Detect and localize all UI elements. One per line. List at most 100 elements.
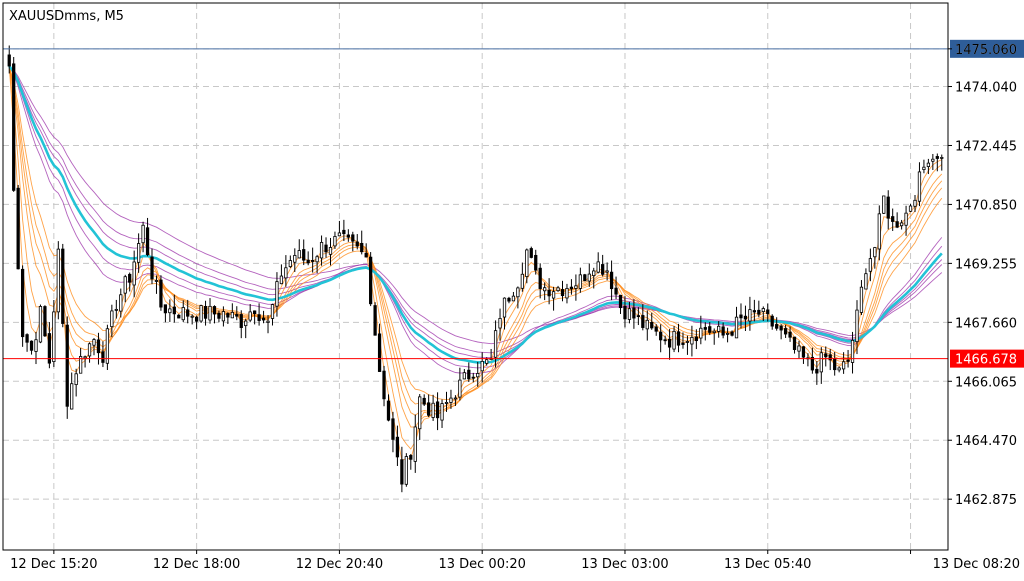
candle-body bbox=[917, 171, 922, 202]
candle-body bbox=[190, 315, 194, 318]
candle-body bbox=[328, 247, 333, 255]
candle-body bbox=[96, 339, 101, 354]
candle-body bbox=[480, 360, 484, 372]
candle-body bbox=[645, 319, 649, 330]
candle-body bbox=[195, 316, 199, 322]
candle-body bbox=[61, 248, 65, 324]
candle-body bbox=[766, 309, 770, 315]
chart-title: XAUUSDmms, M5 bbox=[9, 9, 124, 24]
candle-body bbox=[123, 276, 127, 294]
candle-body bbox=[275, 281, 279, 307]
candle-body bbox=[641, 315, 645, 328]
candle-body bbox=[873, 247, 877, 258]
candle-body bbox=[391, 418, 395, 440]
candle-body bbox=[592, 270, 596, 277]
candle-body bbox=[440, 403, 444, 421]
candle-body bbox=[302, 249, 306, 261]
candle-body bbox=[324, 244, 328, 253]
candle-body bbox=[614, 287, 618, 295]
candle-body bbox=[136, 243, 141, 263]
candle-body bbox=[725, 332, 730, 335]
candle-body bbox=[922, 166, 926, 170]
candle-body bbox=[78, 356, 83, 374]
candle-body bbox=[145, 227, 150, 256]
candle-body bbox=[270, 304, 275, 319]
candle-body bbox=[511, 295, 516, 302]
candle-body bbox=[886, 196, 890, 219]
candle-body bbox=[543, 287, 547, 292]
candle-body bbox=[212, 306, 217, 315]
candle-body bbox=[703, 327, 707, 330]
time-axis[interactable]: 12 Dec 15:20 12 Dec 18:00 12 Dec 20:40 13 D… bbox=[10, 550, 1020, 572]
candle-body bbox=[43, 306, 47, 337]
candle-body bbox=[177, 314, 181, 319]
gmma-long-line bbox=[8, 65, 943, 345]
y-tick-label: 1474.040 bbox=[955, 81, 1017, 96]
ask-price-label: 1475.060 bbox=[955, 43, 1017, 58]
candle-body bbox=[833, 358, 837, 371]
y-tick-label: 1469.255 bbox=[955, 257, 1017, 272]
x-tick-label: 12 Dec 15:20 bbox=[10, 557, 97, 572]
candle-body bbox=[685, 341, 690, 343]
candle-body bbox=[25, 334, 29, 343]
candle-body bbox=[342, 229, 346, 235]
candle-body bbox=[34, 339, 38, 352]
x-tick-label: 13 Dec 03:00 bbox=[581, 557, 668, 572]
candle-body bbox=[797, 345, 801, 352]
candle-body bbox=[65, 324, 69, 407]
y-tick-label: 1470.850 bbox=[955, 198, 1017, 213]
candle-body bbox=[382, 370, 386, 400]
candle-body bbox=[110, 310, 114, 328]
candle-body bbox=[101, 351, 105, 363]
candle-body bbox=[743, 315, 748, 320]
candle-body bbox=[534, 254, 538, 271]
indicator-lines bbox=[8, 65, 943, 462]
candle-body bbox=[667, 338, 672, 348]
candle-body bbox=[583, 274, 587, 282]
candle-body bbox=[841, 361, 846, 370]
candle-body bbox=[119, 294, 123, 312]
candle-body bbox=[279, 275, 284, 285]
candle-body bbox=[435, 401, 440, 419]
candle-body bbox=[672, 330, 676, 350]
candle-body bbox=[248, 311, 252, 321]
candle-body bbox=[560, 289, 565, 297]
candle-body bbox=[29, 340, 34, 351]
candle-body bbox=[395, 436, 400, 458]
candle-body bbox=[855, 309, 859, 343]
candle-body bbox=[257, 314, 261, 321]
y-tick-label: 1464.470 bbox=[955, 434, 1017, 449]
candle-body bbox=[587, 273, 591, 282]
candle-body bbox=[306, 259, 310, 264]
candle-body bbox=[141, 224, 145, 244]
candle-body bbox=[226, 313, 230, 318]
candle-body bbox=[779, 325, 783, 331]
candle-body bbox=[792, 336, 797, 350]
candle-body bbox=[427, 402, 431, 416]
candle-body bbox=[636, 315, 640, 317]
candle-body bbox=[757, 309, 761, 315]
candle-body bbox=[337, 232, 342, 237]
candle-body bbox=[699, 327, 703, 339]
candle-body bbox=[373, 305, 377, 336]
candle-body bbox=[377, 333, 382, 372]
y-tick-label: 1472.445 bbox=[955, 139, 1017, 154]
candle-body bbox=[931, 158, 935, 162]
candle-body bbox=[12, 63, 16, 191]
candle-body bbox=[891, 216, 895, 222]
candle-body bbox=[935, 156, 939, 159]
candle-body bbox=[346, 234, 350, 238]
candle-body bbox=[712, 330, 716, 333]
ask-price-label-bg bbox=[950, 39, 1024, 58]
candle-body bbox=[266, 320, 270, 323]
price-axis[interactable]: 1475.060 1474.040 1472.445 1470.850 1469.255… bbox=[948, 43, 1017, 508]
x-tick-label: 12 Dec 20:40 bbox=[296, 557, 383, 572]
candle-body bbox=[333, 236, 337, 247]
candle-body bbox=[574, 285, 578, 289]
candle-body bbox=[288, 260, 292, 268]
candle-body bbox=[471, 376, 475, 379]
y-tick-label: 1467.660 bbox=[955, 316, 1017, 331]
candle-body bbox=[239, 314, 243, 328]
